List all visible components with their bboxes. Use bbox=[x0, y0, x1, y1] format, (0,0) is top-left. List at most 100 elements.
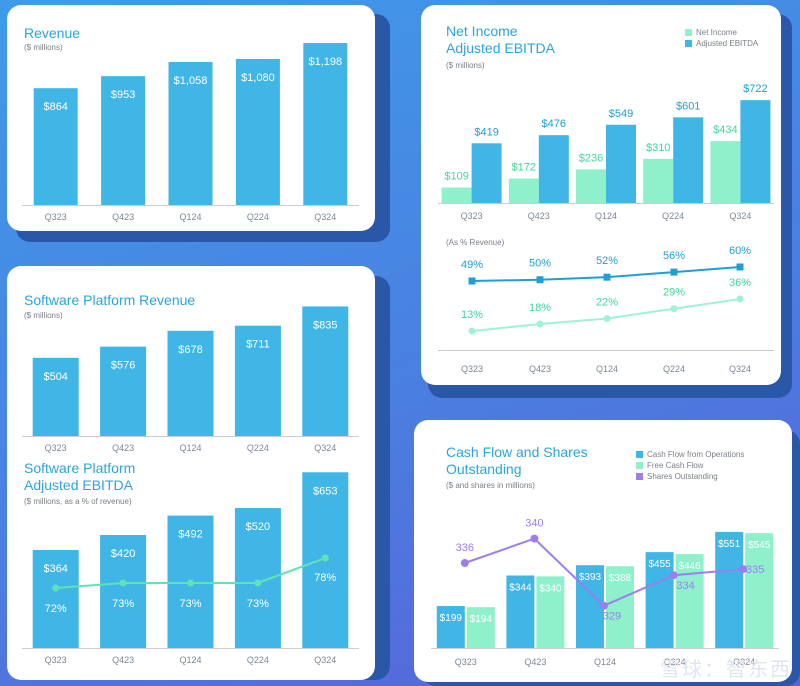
cashflow-card: Cash Flow and Shares Outstanding ($ and … bbox=[414, 420, 792, 682]
ebitda-margin-label: 49% bbox=[461, 259, 483, 271]
net-income-title-line1: Net Income bbox=[446, 23, 518, 39]
net-income-margin-point-Q124 bbox=[603, 314, 611, 322]
net-income-bar-Q224 bbox=[643, 158, 674, 203]
cashflow-tick-label: Q324 bbox=[733, 657, 755, 667]
ebitda-margin-point-Q124 bbox=[603, 273, 611, 281]
cfo-bar-Q324 bbox=[715, 531, 744, 648]
fcf-value-label: $194 bbox=[470, 614, 493, 625]
shares-point-Q423 bbox=[530, 534, 539, 543]
shares-point-Q124 bbox=[600, 601, 608, 610]
software-title: Software Platform Revenue bbox=[24, 292, 196, 308]
net-income-margin-label: 36% bbox=[729, 277, 751, 289]
software-ebitda-value-label: $420 bbox=[111, 548, 135, 560]
cfo-value-label: $551 bbox=[718, 539, 741, 550]
net-income-value-label: $109 bbox=[444, 170, 468, 182]
net-income-card: Net Income Adjusted EBITDA ($ millions) … bbox=[421, 5, 781, 385]
software-revenue-tick-label: Q124 bbox=[179, 443, 201, 453]
revenue-value-label: $953 bbox=[111, 89, 135, 101]
shares-value-label: 329 bbox=[603, 611, 621, 623]
revenue-bar-Q224 bbox=[235, 58, 280, 205]
cashflow-title: Cash Flow and Shares Outstanding bbox=[446, 444, 588, 478]
revenue-bar-Q124 bbox=[168, 61, 213, 205]
software-card: Software Platform Revenue ($ millions) S… bbox=[7, 266, 375, 680]
fcf-value-label: $545 bbox=[748, 540, 771, 551]
fcf-value-label: $446 bbox=[678, 561, 701, 572]
revenue-title: Revenue bbox=[24, 25, 81, 41]
revenue-tick-label: Q124 bbox=[179, 212, 201, 222]
ebitda-margin-label: 56% bbox=[663, 250, 685, 262]
net-income-tick-label: Q324 bbox=[729, 211, 751, 221]
cashflow-chart: $199 $194 Q323 $344 $340 Q423 $393 $388 Q124 $455… bbox=[431, 518, 779, 667]
ebitda-margin-label: 60% bbox=[729, 245, 751, 257]
adjusted-ebitda-bar-Q124 bbox=[606, 124, 636, 203]
revenue-chart: $864 Q323 $953 Q423 $1,058 Q124 $1,080 Q224 $1,1… bbox=[22, 43, 359, 222]
software-ebitda-subtitle: ($ millions, as a % of revenue) bbox=[24, 497, 132, 506]
revenue-tick-label: Q323 bbox=[45, 212, 67, 222]
cfo-value-label: $199 bbox=[440, 613, 463, 624]
net-income-title: Net Income Adjusted EBITDA bbox=[446, 23, 555, 57]
software-revenue-bar-Q324 bbox=[302, 306, 349, 436]
cashflow-title-line1: Cash Flow and Shares bbox=[446, 444, 588, 460]
software-revenue-value-label: $678 bbox=[178, 344, 202, 356]
cashflow-legend: Cash Flow from Operations Free Cash Flow… bbox=[636, 449, 744, 482]
net-income-margin-point-Q423 bbox=[536, 320, 544, 328]
adjusted-ebitda-value-label: $476 bbox=[542, 118, 566, 130]
net-income-margin-label: 29% bbox=[663, 287, 685, 299]
ebitda-margin-label: 50% bbox=[529, 258, 551, 270]
revenue-tick-label: Q423 bbox=[112, 212, 134, 222]
net-income-bar-Q423 bbox=[508, 178, 539, 203]
cfo-value-label: $393 bbox=[579, 572, 602, 583]
net-income-legend: Net Income Adjusted EBITDA bbox=[685, 27, 758, 49]
cfo-bar-Q224 bbox=[645, 552, 674, 648]
ebitda-margin-point-Q224 bbox=[670, 268, 678, 276]
fcf-bar-Q324 bbox=[745, 533, 774, 648]
shares-point-Q324 bbox=[739, 565, 748, 574]
net-income-margin-point-Q224 bbox=[670, 305, 678, 313]
software-chart: $504 Q323 $576 Q423 $678 Q124 $711 Q224 $835 Q324… bbox=[22, 306, 359, 665]
ebitda-margin-point-Q323 bbox=[468, 277, 476, 285]
margins-tick-label: Q324 bbox=[729, 364, 751, 374]
software-ebitda-title-line1: Software Platform bbox=[24, 460, 136, 476]
revenue-tick-label: Q324 bbox=[314, 212, 336, 222]
software-revenue-value-label: $576 bbox=[111, 360, 135, 372]
software-ebitda-tick-label: Q124 bbox=[179, 655, 201, 665]
software-ebitda-value-label: $653 bbox=[313, 485, 337, 497]
fcf-value-label: $340 bbox=[539, 583, 562, 594]
fcf-value-label: $388 bbox=[609, 573, 632, 584]
revenue-card: Revenue ($ millions) $864 Q323 $953 Q423 $1,… bbox=[7, 5, 375, 231]
software-ebitda-tick-label: Q323 bbox=[45, 655, 67, 665]
pct-revenue-subtitle: (As % Revenue) bbox=[446, 238, 505, 247]
software-ebitda-tick-label: Q324 bbox=[314, 655, 336, 665]
software-ebitda-pct-label: 73% bbox=[112, 598, 134, 610]
adjusted-ebitda-bar-Q423 bbox=[538, 135, 569, 203]
adjusted-ebitda-value-label: $601 bbox=[676, 100, 700, 112]
software-ebitda-tick-label: Q224 bbox=[247, 655, 269, 665]
adjusted-ebitda-bar-Q323 bbox=[471, 143, 502, 203]
revenue-bar-Q423 bbox=[101, 76, 146, 205]
net-income-tick-label: Q323 bbox=[461, 211, 483, 221]
software-revenue-tick-label: Q323 bbox=[45, 443, 67, 453]
cashflow-tick-label: Q423 bbox=[524, 657, 546, 667]
software-ebitda-pct-point-Q324 bbox=[321, 554, 329, 562]
cfo-bar-Q323 bbox=[436, 606, 465, 648]
margins-tick-label: Q224 bbox=[663, 364, 685, 374]
software-ebitda-value-label: $520 bbox=[246, 521, 270, 533]
software-ebitda-pct-point-Q124 bbox=[187, 579, 194, 587]
software-ebitda-pct-point-Q423 bbox=[119, 579, 127, 587]
net-income-bar-Q324 bbox=[710, 141, 741, 203]
shares-value-label: 335 bbox=[746, 564, 764, 576]
net-income-tick-label: Q124 bbox=[595, 211, 617, 221]
software-revenue-tick-label: Q324 bbox=[314, 443, 336, 453]
cashflow-tick-label: Q224 bbox=[664, 657, 686, 667]
revenue-subtitle: ($ millions) bbox=[24, 43, 63, 52]
legend-item-adjusted-ebitda: Adjusted EBITDA bbox=[685, 38, 758, 49]
adjusted-ebitda-value-label: $722 bbox=[743, 83, 767, 95]
cfo-value-label: $344 bbox=[509, 583, 532, 594]
legend-item-fcf: Free Cash Flow bbox=[636, 460, 744, 471]
cashflow-title-line2: Outstanding bbox=[446, 461, 522, 477]
ebitda-margin-point-Q423 bbox=[536, 276, 544, 284]
net-income-margin-label: 18% bbox=[529, 302, 551, 314]
shares-value-label: 336 bbox=[456, 542, 474, 554]
software-ebitda-bar-Q323 bbox=[32, 550, 79, 648]
revenue-value-label: $1,058 bbox=[174, 75, 208, 87]
